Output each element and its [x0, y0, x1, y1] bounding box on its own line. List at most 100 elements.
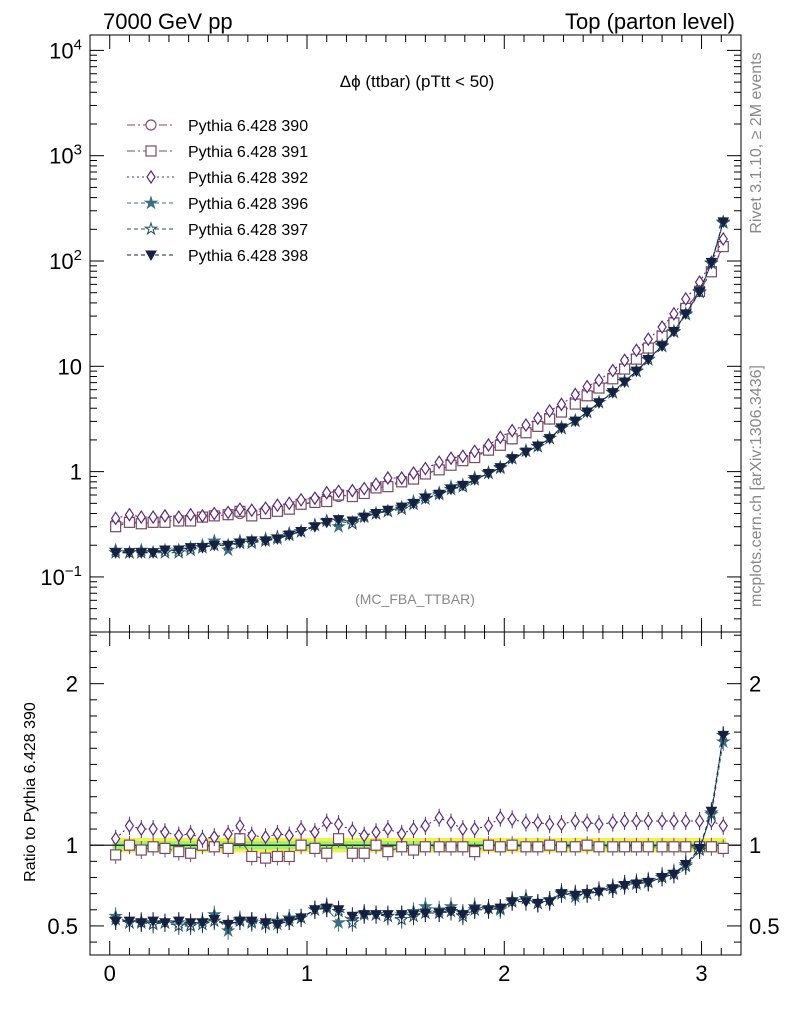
- main-point: [456, 480, 469, 492]
- ratio-point: [247, 828, 257, 843]
- ratio-point: [532, 841, 544, 853]
- main-point: [643, 332, 654, 347]
- ratio-point: [245, 916, 258, 928]
- main-point: [110, 511, 121, 526]
- main-point: [506, 454, 519, 465]
- ratio-point: [606, 884, 619, 895]
- ratio-point: [346, 847, 358, 859]
- ratio-point: [555, 841, 568, 853]
- main-series-2: [110, 241, 729, 533]
- main-point: [543, 434, 556, 445]
- ratio-point: [544, 839, 556, 851]
- ratio-point: [569, 841, 581, 853]
- main-y-tick-label: 10−1: [40, 563, 82, 590]
- ratio-point: [321, 847, 333, 859]
- ratio-point: [159, 918, 171, 929]
- main-point: [582, 379, 592, 394]
- main-y-tick-label: 102: [49, 247, 82, 274]
- ratio-point: [358, 847, 370, 859]
- ratio-series-5: [109, 726, 730, 934]
- ratio-point: [259, 852, 272, 864]
- ratio-point: [434, 810, 444, 825]
- ratio-point: [407, 844, 420, 856]
- ratio-point: [618, 881, 631, 892]
- main-point: [717, 217, 730, 228]
- main-point: [184, 543, 197, 554]
- ratio-point: [469, 846, 481, 858]
- main-point: [259, 536, 272, 547]
- ratio-point: [136, 821, 147, 837]
- main-point: [272, 498, 283, 513]
- ratio-point: [469, 821, 480, 837]
- main-point: [174, 510, 184, 525]
- ratio-point: [159, 842, 171, 855]
- ratio-ylabel: Ratio to Pythia 6.428 390: [22, 702, 39, 882]
- main-point: [396, 470, 407, 486]
- ratio-point: [446, 815, 456, 830]
- main-point: [521, 417, 531, 433]
- ratio-point: [680, 841, 692, 853]
- ratio-point: [185, 826, 196, 841]
- main-point: [160, 508, 170, 523]
- ratio-point: [271, 850, 284, 863]
- main-point: [309, 522, 321, 533]
- x-tick-label: 0: [104, 961, 116, 986]
- main-point: [296, 492, 306, 507]
- ratio-point: [458, 821, 468, 837]
- ratio-point: [184, 918, 197, 929]
- main-point: [458, 449, 468, 464]
- legend: Pythia 6.428 390 Pythia 6.428 391 Pythia 6…: [127, 118, 308, 265]
- ratio-point: [494, 841, 506, 853]
- ratio-point: [656, 872, 668, 884]
- ratio-point: [668, 841, 680, 853]
- ratio-point: [110, 849, 122, 861]
- main-point: [332, 515, 345, 526]
- main-point: [383, 470, 393, 486]
- ratio-point: [309, 842, 321, 855]
- ratio-y-tick-label-right: 2: [749, 672, 761, 697]
- main-point: [483, 437, 494, 453]
- ratio-point: [507, 812, 517, 827]
- main-point: [533, 411, 543, 426]
- ratio-point: [631, 813, 642, 829]
- ratio-point: [681, 813, 691, 829]
- ratio-point: [495, 810, 506, 825]
- main-point: [331, 519, 346, 533]
- ratio-y-tick-label-left: 2: [66, 672, 78, 697]
- ratio-point: [705, 806, 718, 818]
- ratio-point: [347, 823, 358, 838]
- ratio-point: [320, 903, 333, 915]
- ratio-point: [445, 906, 457, 918]
- main-point: [494, 463, 507, 474]
- main-point: [445, 484, 457, 496]
- main-point: [631, 343, 642, 358]
- main-point: [245, 536, 258, 547]
- ratio-point: [668, 869, 680, 881]
- ratio-point: [419, 841, 431, 853]
- ratio-point: [521, 815, 531, 830]
- mcplots-label: mcplots.cern.ch [arXiv:1306.3436]: [748, 365, 765, 607]
- main-y-tick-label: 104: [49, 36, 82, 63]
- ratio-point: [123, 916, 136, 928]
- main-series-3: [110, 231, 728, 526]
- main-point: [358, 512, 371, 524]
- main-point: [581, 407, 593, 419]
- main-y-tick-label: 10: [58, 354, 82, 379]
- legend-marker: [143, 221, 159, 236]
- main-point: [507, 423, 517, 438]
- ratio-point: [209, 830, 220, 845]
- ratio-point: [642, 841, 654, 853]
- ratio-point: [657, 813, 667, 829]
- main-series: [108, 214, 731, 559]
- main-point: [322, 485, 332, 500]
- ratio-point: [172, 916, 185, 928]
- main-point: [657, 319, 667, 335]
- main-series-line: [115, 238, 724, 519]
- main-y-tick-exponent: −1: [65, 563, 82, 580]
- analysis-tag: (MC_FBA_TTBAR): [355, 591, 475, 607]
- main-point: [469, 444, 480, 459]
- ratio-point: [520, 841, 532, 853]
- main-point: [370, 509, 382, 520]
- ratio-point: [208, 914, 221, 926]
- plot-title: Δϕ (ttbar) (pTtt < 50): [340, 72, 495, 91]
